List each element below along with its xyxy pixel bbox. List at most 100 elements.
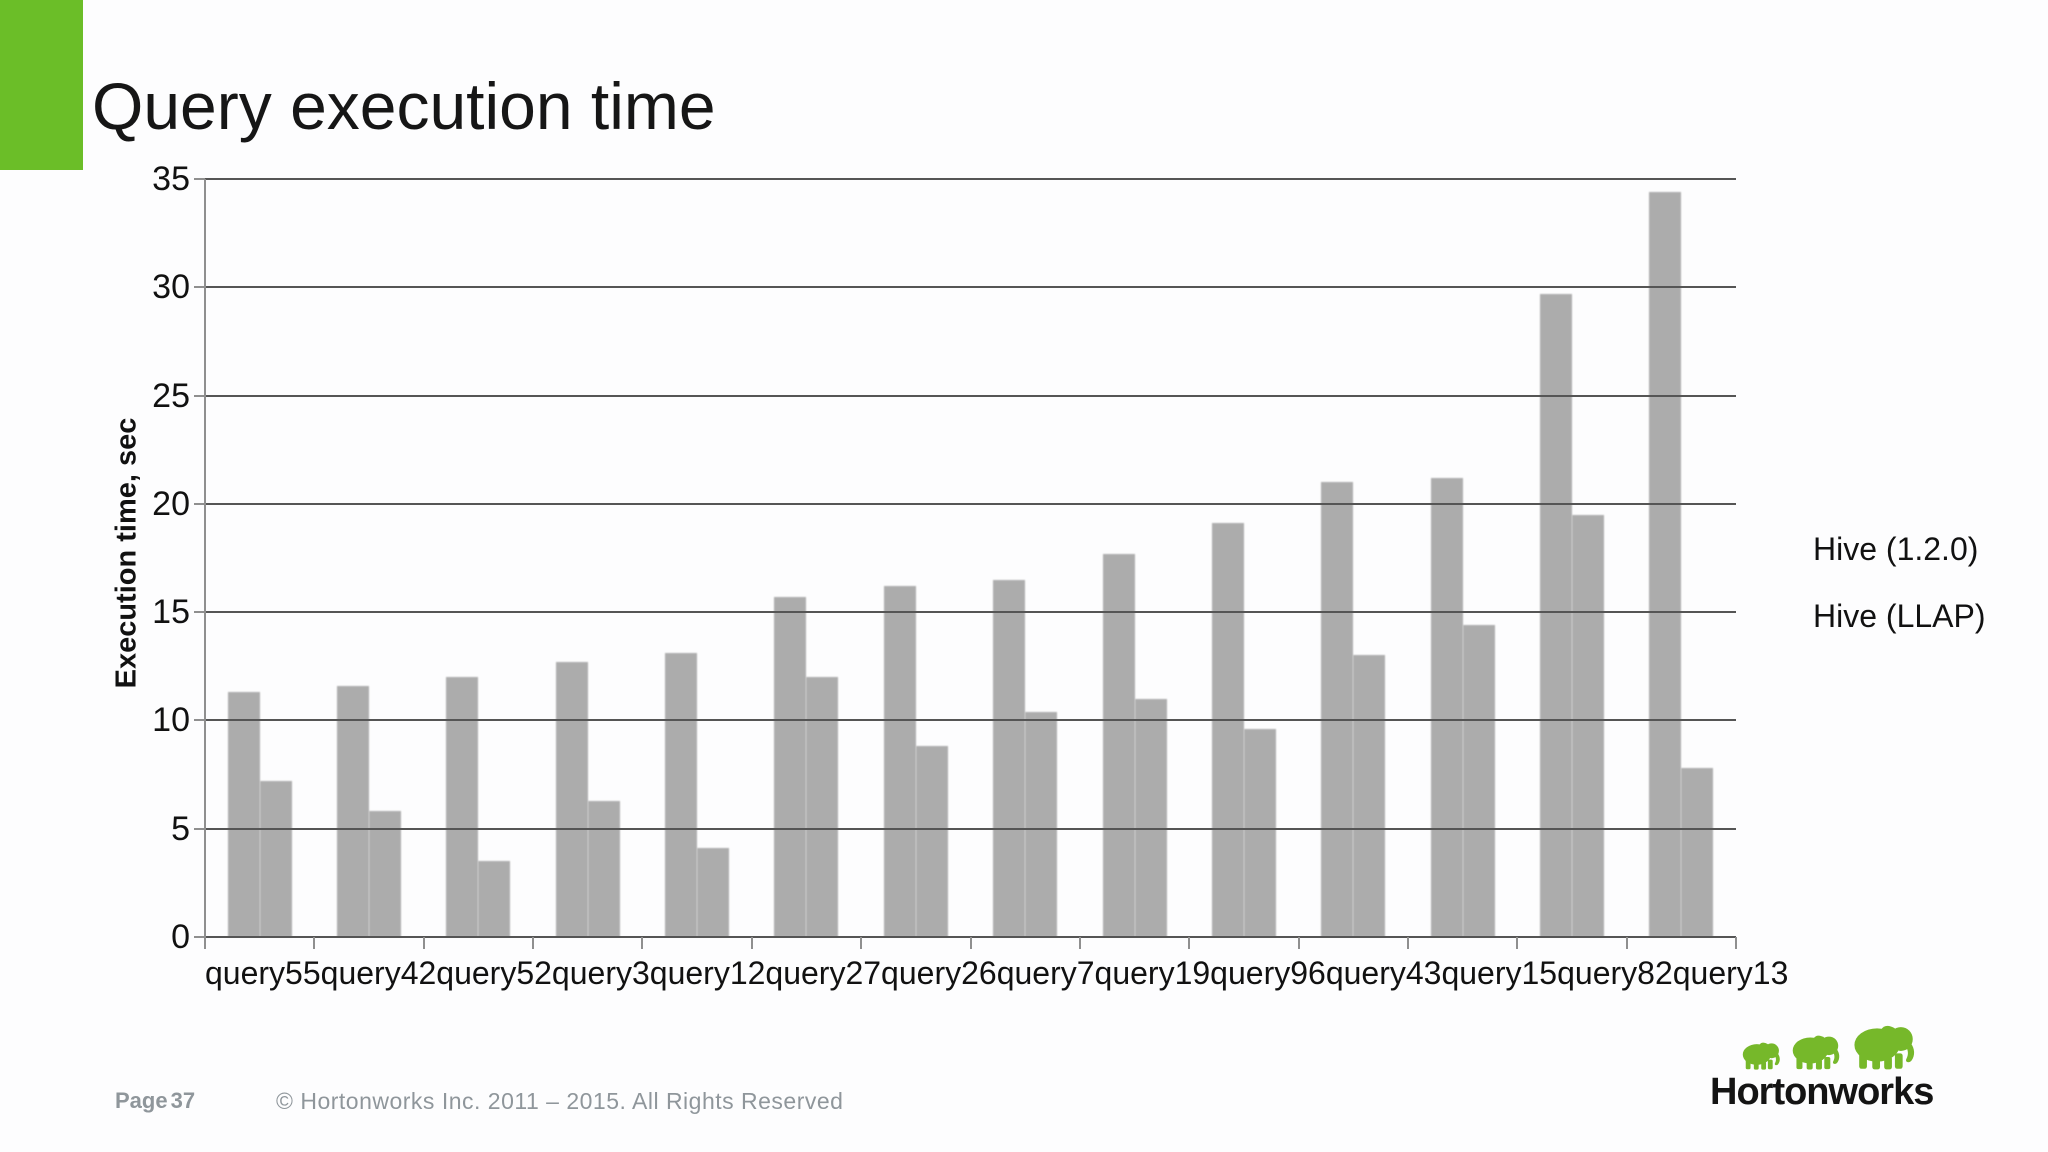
bar-group-query96: [1189, 179, 1298, 937]
x-tick-mark-10: [1297, 937, 1300, 949]
x-tick-mark-7: [969, 937, 972, 949]
y-tick-label-5: 5: [171, 809, 190, 848]
plot-area: [194, 178, 1737, 949]
x-tick-label-query55: query55: [205, 955, 321, 991]
y-tick-label-15: 15: [152, 593, 190, 632]
x-tick-label-query82: query82: [1557, 955, 1673, 991]
bar-query7-series1: [1025, 711, 1058, 937]
y-tick-mark-20: [194, 502, 205, 505]
bar-query42-series0: [337, 685, 370, 937]
x-tick-label-query27: query27: [765, 955, 882, 991]
bar-group-query3: [533, 179, 642, 937]
bar-query43-series0: [1321, 482, 1354, 937]
x-tick-label-query26: query26: [881, 955, 997, 991]
bar-query82-series1: [1571, 514, 1604, 937]
bar-query12-series1: [697, 848, 730, 937]
page-word: Page: [115, 1088, 168, 1113]
x-tick-label-query15: query15: [1441, 955, 1558, 991]
x-tick-mark-5: [750, 937, 753, 949]
bar-query27-series1: [806, 677, 839, 937]
bar-query52-series0: [446, 677, 479, 937]
bar-query15-series1: [1462, 625, 1495, 937]
bar-groups: [205, 179, 1736, 937]
bar-query27-series0: [774, 596, 807, 937]
bar-query43-series1: [1353, 655, 1386, 937]
bar-group-query52: [424, 179, 533, 937]
y-tick-mark-10: [194, 719, 205, 722]
y-tick-mark-15: [194, 611, 205, 614]
page-number-label: Page 37: [115, 1088, 195, 1114]
bar-query52-series1: [478, 861, 511, 937]
bar-query26-series0: [883, 586, 916, 937]
x-tick-mark-8: [1078, 937, 1081, 949]
bar-group-query27: [752, 179, 861, 937]
bar-group-query19: [1080, 179, 1189, 937]
x-tick-label-query43: query43: [1325, 955, 1442, 991]
bar-group-query42: [314, 179, 423, 937]
bar-query26-series1: [915, 746, 948, 937]
legend: Hive (1.2.0) Hive (LLAP): [1813, 531, 1986, 665]
elephant-icon-large: [1847, 1020, 1919, 1070]
x-tick-label-query42: query42: [320, 955, 437, 991]
x-tick-mark-4: [641, 937, 644, 949]
x-tick-mark-13: [1625, 937, 1628, 949]
x-tick-label-query96: query96: [1210, 955, 1326, 991]
bar-group-query12: [642, 179, 751, 937]
logo-text: Hortonworks: [1710, 1071, 1934, 1113]
bar-query82-series0: [1539, 293, 1572, 937]
x-tick-label-query3: query3: [551, 955, 650, 991]
x-tick-mark-9: [1188, 937, 1191, 949]
bar-group-query26: [861, 179, 970, 937]
y-tick-label-0: 0: [171, 918, 190, 956]
bar-group-query55: [205, 179, 314, 937]
bar-query96-series0: [1211, 523, 1244, 937]
bar-query55-series1: [259, 781, 292, 937]
bar-query42-series1: [369, 811, 402, 937]
x-tick-mark-3: [532, 937, 535, 949]
y-tick-mark-30: [194, 286, 205, 289]
page-number: 37: [170, 1088, 196, 1113]
bar-group-query43: [1299, 179, 1408, 937]
bar-query3-series0: [555, 661, 588, 937]
y-axis-line: [204, 179, 206, 949]
x-tick-mark-14: [1735, 937, 1737, 949]
x-tick-mark-12: [1516, 937, 1519, 949]
x-tick-mark-2: [422, 937, 425, 949]
y-tick-label-30: 30: [152, 268, 190, 307]
x-tick-label-query7: query7: [996, 955, 1095, 991]
bar-query19-series1: [1134, 698, 1167, 937]
x-tick-label-query19: query19: [1094, 955, 1211, 991]
y-axis-labels: 0 5 10 15 20 25 30 35: [118, 162, 190, 954]
x-axis-labels: query55 query42 query52 query3 query12 query2…: [205, 955, 1788, 992]
y-tick-mark-0: [194, 936, 205, 938]
bar-query7-series0: [993, 579, 1026, 937]
accent-block: [0, 0, 83, 170]
elephants-row: [1738, 1018, 1950, 1070]
y-tick-label-10: 10: [152, 701, 190, 740]
bar-group-query7: [971, 179, 1080, 937]
x-tick-label-query12: query12: [649, 955, 766, 991]
y-tick-label-25: 25: [152, 376, 190, 415]
bar-group-query15: [1408, 179, 1517, 937]
elephant-icon-small: [1738, 1039, 1783, 1070]
bar-group-query82: [1517, 179, 1626, 937]
bar-query15-series0: [1430, 477, 1463, 937]
y-tick-mark-25: [194, 394, 205, 397]
y-tick-label-35: 35: [152, 160, 190, 198]
bar-query12-series0: [665, 653, 698, 937]
elephant-icon-medium: [1787, 1031, 1843, 1070]
bar-query13-series1: [1681, 768, 1714, 937]
x-tick-label-query52: query52: [436, 955, 552, 991]
x-tick-mark-6: [860, 937, 863, 949]
bar-group-query13: [1627, 179, 1736, 937]
x-tick-mark-11: [1406, 937, 1409, 949]
hortonworks-logo: Hortonworks: [1710, 1018, 1950, 1114]
y-tick-mark-5: [194, 827, 205, 830]
x-tick-label-query13: query13: [1672, 955, 1789, 991]
bar-query96-series1: [1243, 729, 1276, 937]
legend-item-hive120: Hive (1.2.0): [1813, 531, 1979, 567]
copyright-text: © Hortonworks Inc. 2011 – 2015. All Righ…: [276, 1088, 844, 1114]
page-title: Query execution time: [92, 69, 716, 144]
bar-query55-series0: [227, 692, 260, 937]
